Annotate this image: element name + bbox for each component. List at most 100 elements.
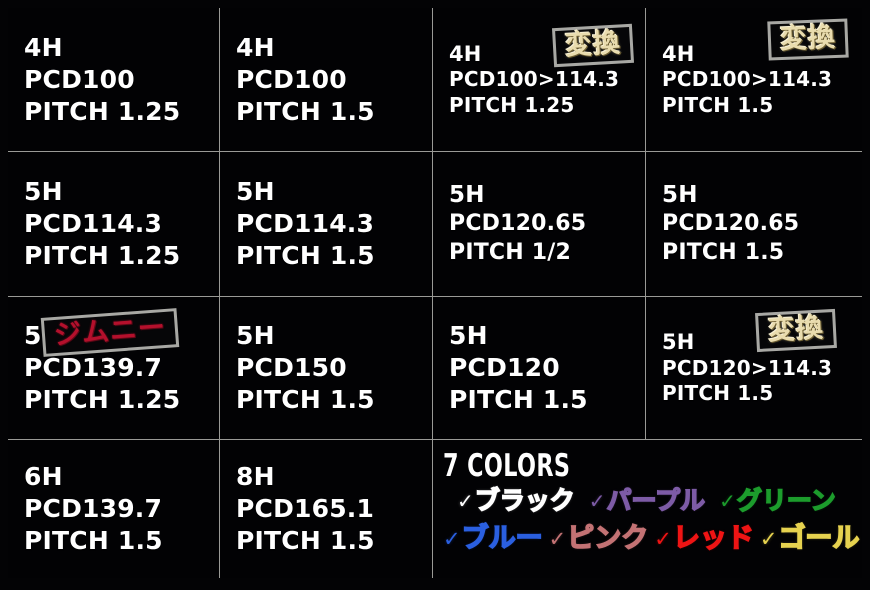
spec-grid: 4H PCD100 PITCH 1.25 4H PCD100 PITCH 1.5 4H PCD…: [8, 8, 862, 578]
spec-text: 5H PCD120>114.3 PITCH 1.5: [662, 329, 832, 407]
spec-cell: 8H PCD165.1 PITCH 1.5: [220, 440, 433, 578]
check-icon: ✓: [588, 488, 606, 513]
color-option-label: パープル: [606, 485, 706, 515]
check-icon: ✓: [719, 488, 736, 513]
spec-cell: 5H PCD120 PITCH 1.5: [433, 297, 646, 440]
color-option-label: ブルー: [461, 523, 544, 555]
spec-pitch: PITCH 1.5: [449, 385, 588, 414]
spec-text: 5H PCD120.65 PITCH 1.5: [662, 181, 799, 267]
spec-hole-count: 4H: [449, 41, 482, 66]
color-row: ✓ ブラック ✓ パープル ✓ グリーン: [441, 485, 856, 515]
spec-pcd: PCD150: [236, 353, 347, 382]
spec-pcd: PCD100>114.3: [662, 67, 833, 92]
spec-cell: 6H PCD139.7 PITCH 1.5: [8, 440, 220, 578]
spec-cell: 5H PCD150 PITCH 1.5: [220, 297, 433, 440]
spec-text: 5H PCD120.65 PITCH 1/2: [449, 181, 586, 267]
colors-panel-cell: 7 COLORS✓ブラック✓パープル✓グリーン✓ブルー✓ピンク✓レッド✓ゴールド: [433, 440, 862, 578]
color-option-label: ピンク: [566, 523, 649, 555]
spec-pcd: PCD100>114.3: [449, 67, 620, 92]
spec-cell: 4H PCD100>114.3 PITCH 1.25 変換: [433, 8, 646, 152]
check-icon: ✓: [759, 527, 778, 552]
spec-text: 5H PCD150 PITCH 1.5: [236, 320, 375, 416]
spec-text: 6H PCD139.7 PITCH 1.5: [24, 461, 163, 557]
spec-hole-count: 5H: [24, 177, 63, 206]
spec-badge-label: ジムニー: [52, 311, 167, 352]
spec-text: 5H PCD114.3 PITCH 1.25: [24, 176, 180, 272]
spec-pitch: PITCH 1.5: [24, 526, 163, 555]
spec-pitch: PITCH 1.5: [236, 96, 375, 126]
check-icon: ✓: [654, 527, 672, 552]
color-option[interactable]: ✓ グリーン: [719, 485, 836, 515]
color-option-label: ゴールド: [778, 523, 862, 555]
spec-pitch: PITCH 1.5: [236, 526, 375, 555]
spec-pitch: PITCH 1.5: [662, 92, 774, 117]
color-option[interactable]: ✓ パープル: [588, 485, 706, 515]
spec-cell: 4H PCD100 PITCH 1.5: [220, 8, 433, 152]
spec-pcd: PCD114.3: [24, 209, 163, 238]
color-option[interactable]: ✓ゴールド: [759, 523, 862, 555]
spec-text: 5H PCD114.3 PITCH 1.5: [236, 176, 375, 272]
spec-hole-count: 5H: [236, 321, 275, 350]
spec-hole-count: 8H: [236, 462, 275, 491]
colors-title: 7 COLORS: [443, 448, 571, 484]
spec-text: 4H PCD100 PITCH 1.25: [24, 32, 180, 128]
spec-pcd: PCD100: [236, 64, 347, 94]
spec-text: 4H PCD100 PITCH 1.5: [236, 32, 375, 128]
spec-pitch: PITCH 1.5: [236, 385, 375, 414]
color-list: ✓ブラック✓パープル✓グリーン✓ブルー✓ピンク✓レッド✓ゴールド: [441, 485, 862, 555]
spec-hole-count: 5H: [662, 329, 695, 354]
color-option[interactable]: ✓ ピンク: [548, 523, 649, 555]
color-option[interactable]: ✓ レッド: [654, 523, 755, 555]
color-option-label: レッド: [672, 523, 755, 555]
spec-badge-label: 変換: [564, 27, 622, 62]
check-icon: ✓: [457, 488, 474, 513]
spec-text: 8H PCD165.1 PITCH 1.5: [236, 461, 375, 557]
spec-pcd: PCD120.65: [449, 211, 587, 237]
spec-pitch: PITCH 1.25: [449, 92, 575, 117]
spec-pitch: PITCH 1.5: [662, 239, 785, 265]
spec-badge: 変換: [551, 23, 635, 68]
spec-cell: 5H PCD120.65 PITCH 1.5: [646, 152, 862, 297]
spec-pcd: PCD120>114.3: [662, 355, 833, 380]
spec-cell: 4H PCD100>114.3 PITCH 1.5 変換: [646, 8, 862, 152]
colors-panel: 7 COLORS✓ブラック✓パープル✓グリーン✓ブルー✓ピンク✓レッド✓ゴールド: [433, 440, 862, 578]
spec-text: 4H PCD100>114.3 PITCH 1.5: [662, 40, 832, 118]
spec-cell: 5H PCD120>114.3 PITCH 1.5 変換: [646, 297, 862, 440]
spec-pitch: PITCH 1.5: [236, 241, 375, 270]
spec-hole-count: 5H: [236, 177, 275, 206]
spec-hole-count: 4H: [662, 41, 695, 66]
spec-hole-count: 6H: [24, 462, 63, 491]
spec-badge-label: 変換: [767, 312, 825, 347]
spec-pcd: PCD114.3: [236, 209, 375, 238]
spec-pitch: PITCH 1.25: [24, 241, 181, 270]
spec-pcd: PCD100: [24, 64, 135, 94]
spec-pcd: PCD120: [449, 353, 560, 382]
spec-cell: 5H PCD114.3 PITCH 1.5: [220, 152, 433, 297]
check-icon: ✓: [548, 527, 567, 552]
color-option-label: ブラック: [474, 485, 576, 515]
spec-pitch: PITCH 1.5: [662, 381, 774, 406]
spec-cell: 5H PCD114.3 PITCH 1.25: [8, 152, 220, 297]
spec-pcd: PCD165.1: [236, 494, 375, 523]
spec-text: 4H PCD100>114.3 PITCH 1.25: [449, 40, 619, 118]
spec-pitch: PITCH 1/2: [449, 239, 571, 265]
spec-cell: 5H PCD120.65 PITCH 1/2: [433, 152, 646, 297]
spec-badge: 変換: [767, 18, 849, 61]
spec-badge-label: 変換: [779, 21, 837, 56]
spec-hole-count: 5H: [449, 321, 488, 350]
spec-hole-count: 5H: [662, 182, 698, 209]
check-icon: ✓: [443, 527, 461, 552]
spec-pitch: PITCH 1.25: [24, 96, 181, 126]
spec-cell: 4H PCD100 PITCH 1.25: [8, 8, 220, 152]
color-option[interactable]: ✓ ブルー: [443, 523, 544, 555]
spec-pcd: PCD120.65: [662, 211, 800, 237]
spec-pcd: PCD139.7: [24, 353, 163, 382]
color-option[interactable]: ✓ ブラック: [457, 485, 576, 515]
spec-pcd: PCD139.7: [24, 494, 163, 523]
spec-text: 5H PCD120 PITCH 1.5: [449, 320, 588, 416]
color-option-label: グリーン: [736, 485, 836, 515]
spec-hole-count: 4H: [24, 32, 63, 62]
spec-hole-count: 5H: [449, 182, 485, 209]
